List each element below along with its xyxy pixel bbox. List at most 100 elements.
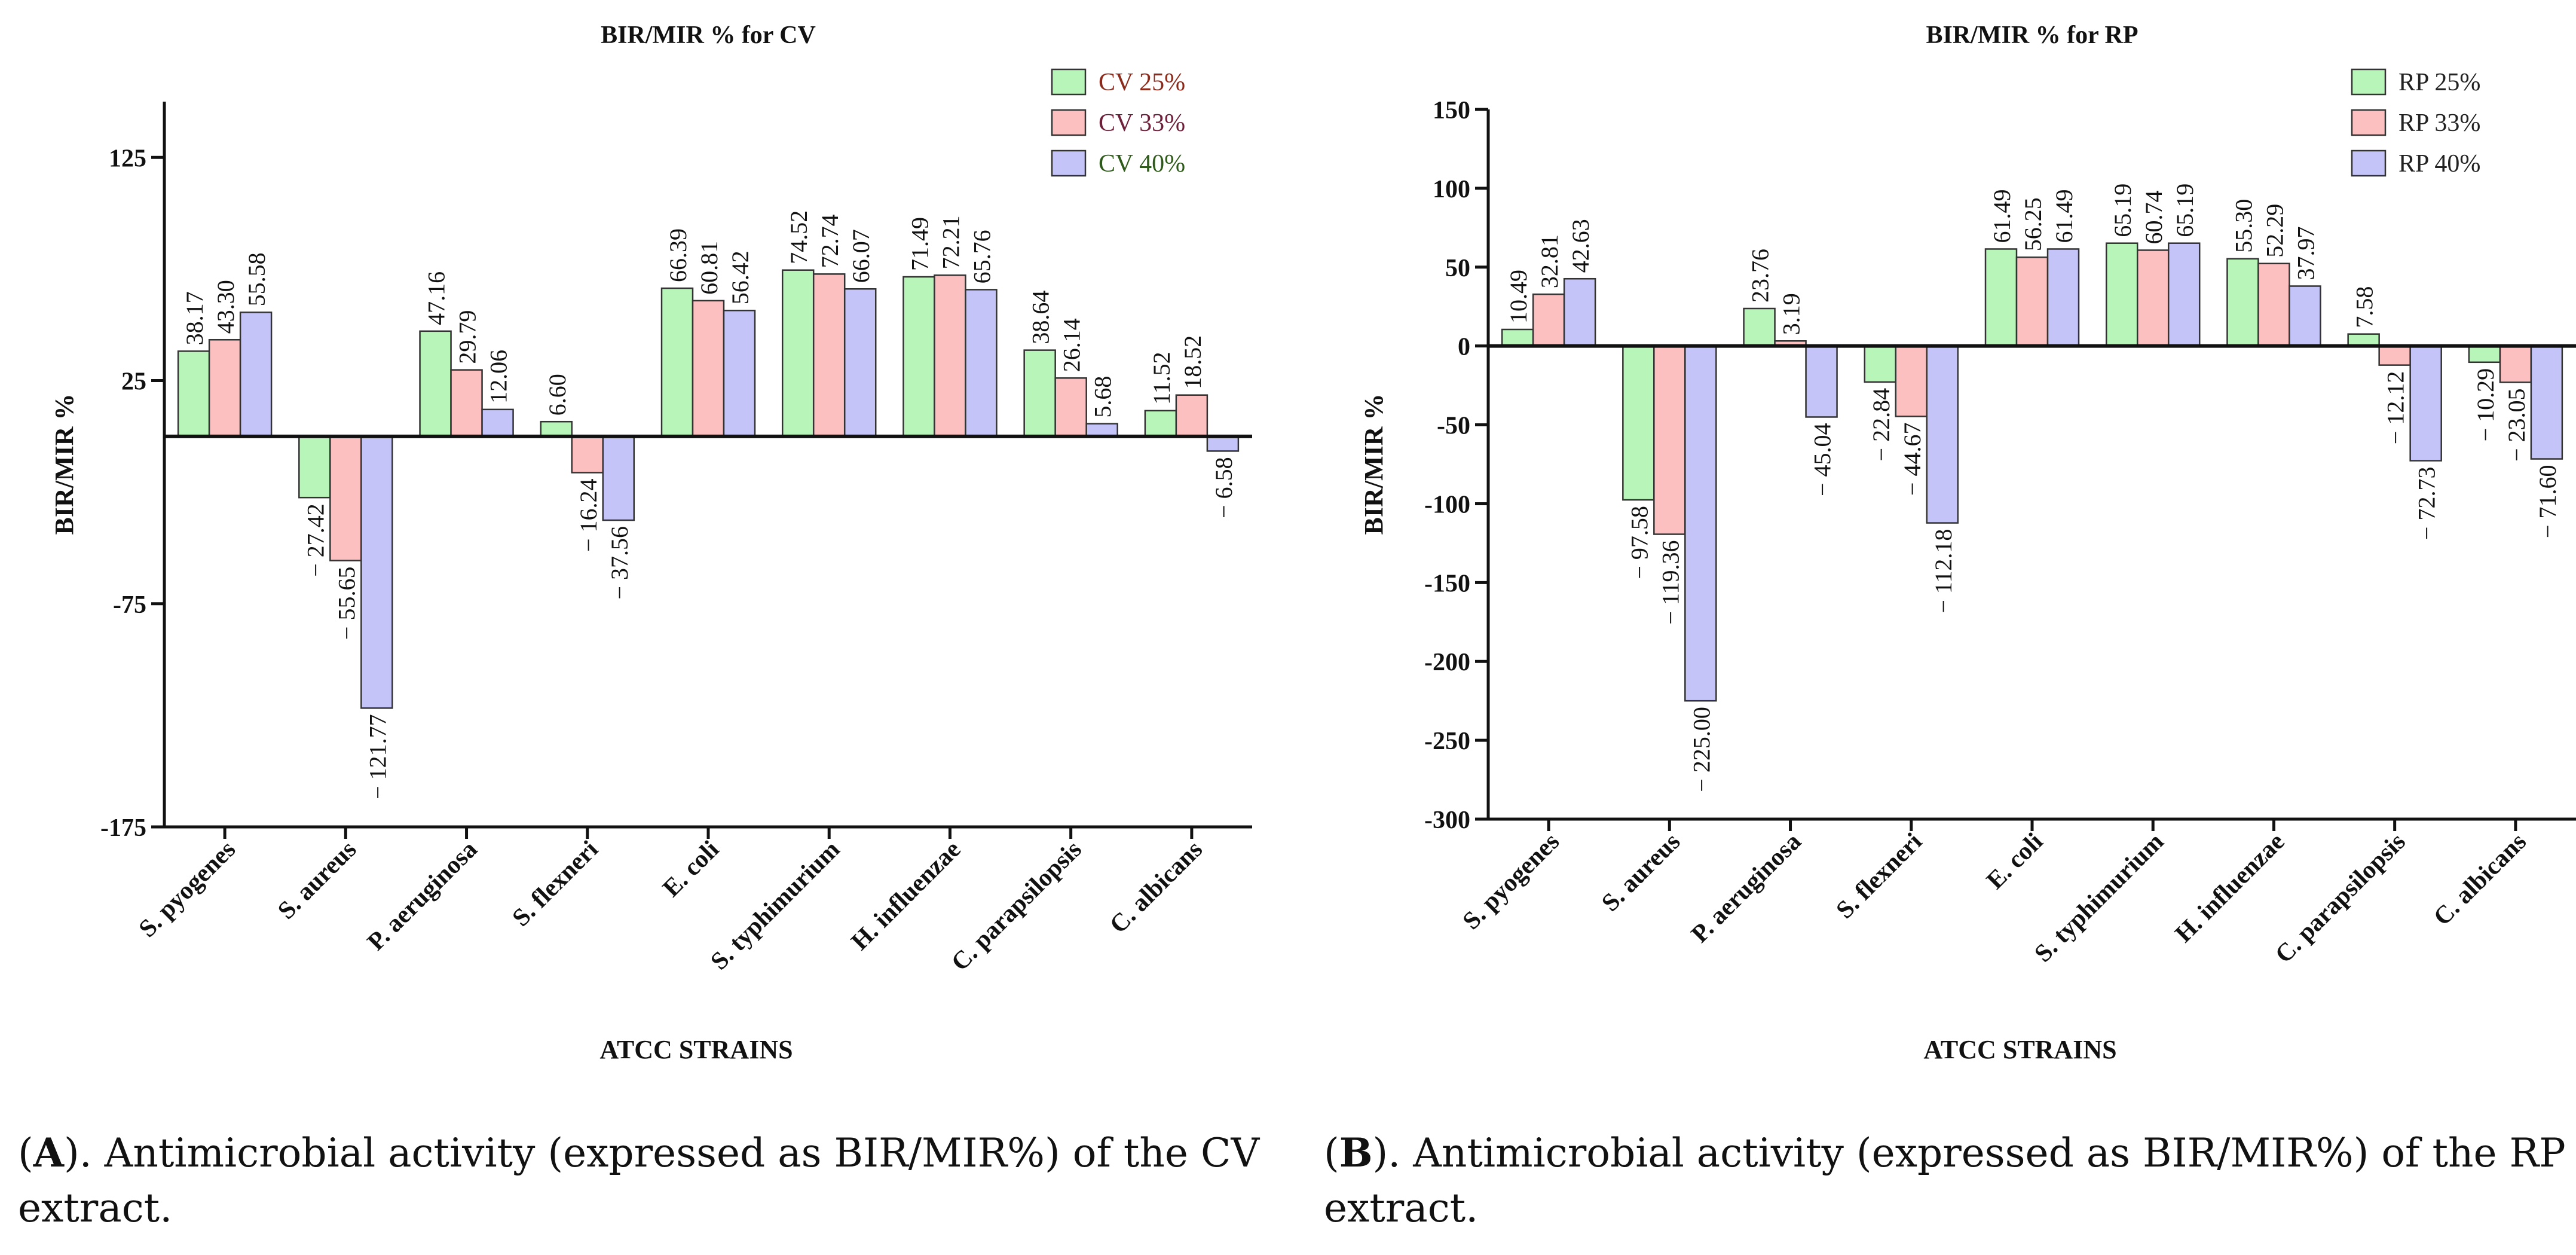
- y-tick-label: -50: [1437, 413, 1470, 440]
- data-label: 65.19: [2109, 184, 2136, 237]
- bar: [2499, 345, 2532, 383]
- data-label: − 55.65: [333, 567, 360, 640]
- bar: [2289, 285, 2321, 347]
- chart-title: BIR/MIR % for RP: [1926, 22, 2138, 49]
- x-tick-label: S. flexneri: [1831, 827, 1928, 924]
- data-label: 12.06: [485, 350, 512, 404]
- bar: [812, 273, 846, 438]
- data-label: − 71.60: [2534, 465, 2561, 539]
- data-label: − 16.24: [575, 478, 602, 552]
- x-axis-label: ATCC STRAINS: [1923, 1035, 2116, 1064]
- y-tick-label: 125: [109, 145, 146, 172]
- bar: [2167, 242, 2201, 347]
- data-label: − 27.42: [302, 503, 329, 577]
- data-label: − 119.36: [1657, 541, 1684, 625]
- x-tick-label: C. albicans: [2428, 828, 2532, 932]
- bar: [1563, 277, 1596, 347]
- bar: [419, 330, 452, 438]
- bar: [239, 312, 273, 438]
- data-label: − 12.12: [2382, 371, 2409, 445]
- data-label: 38.17: [181, 291, 208, 345]
- data-label: 23.76: [1747, 249, 1774, 303]
- bar: [571, 435, 604, 474]
- x-tick-label: P. aeruginosa: [362, 836, 482, 956]
- data-label: − 225.00: [1688, 707, 1715, 792]
- bar: [1926, 345, 1959, 524]
- y-tick-label: 50: [1445, 255, 1470, 282]
- bar: [2105, 242, 2138, 347]
- data-label: − 121.77: [364, 714, 391, 799]
- x-tick-label: S. typhimurium: [2029, 828, 2169, 968]
- bar: [1206, 435, 1240, 452]
- bar: [2530, 345, 2563, 460]
- y-tick-label: -300: [1424, 807, 1470, 834]
- data-label: − 10.29: [2472, 368, 2499, 442]
- bar: [360, 435, 393, 709]
- caption-a-text: ). Antimicrobial activity (expressed as …: [18, 1130, 1260, 1231]
- data-label: 56.25: [2020, 197, 2046, 251]
- bar: [1144, 410, 1177, 438]
- x-tick-label: S. flexneri: [507, 835, 604, 932]
- chart-rp: BIR/MIR % for RP 150 100 50 0 -50 -100 -150 -200…: [1359, 22, 2576, 1064]
- data-label: − 37.56: [606, 526, 633, 600]
- bar: [298, 435, 331, 499]
- y-tick-label: -175: [100, 814, 146, 842]
- data-label: − 45.04: [1809, 423, 1836, 496]
- bar: [2409, 345, 2442, 462]
- data-label: 29.79: [454, 310, 481, 364]
- data-label: 55.30: [2230, 199, 2257, 253]
- legend-label: CV 40%: [1099, 150, 1185, 178]
- caption-b: (B). Antimicrobial activity (expressed a…: [1324, 1129, 2566, 1231]
- bar: [1054, 377, 1087, 438]
- bar: [934, 274, 966, 438]
- y-tick-label: -100: [1424, 491, 1470, 518]
- bar: [2257, 262, 2290, 347]
- bar: [692, 300, 725, 438]
- bar: [1864, 345, 1897, 383]
- y-tick-label: -200: [1424, 649, 1470, 676]
- data-label: 38.64: [1027, 291, 1054, 344]
- y-tick-label: -75: [113, 591, 146, 619]
- caption-b-text: ). Antimicrobial activity (expressed as …: [1324, 1130, 2566, 1231]
- x-tick-label: C. parapsilopsis: [2270, 828, 2411, 969]
- bar: [2046, 248, 2080, 347]
- data-label: − 23.05: [2503, 388, 2530, 462]
- y-tick-label: 0: [1458, 334, 1470, 361]
- data-label: − 112.18: [1930, 529, 1957, 613]
- bar: [902, 276, 935, 438]
- bar: [2468, 345, 2501, 364]
- data-label: 74.52: [785, 210, 812, 264]
- x-tick-label: S. aureus: [273, 836, 362, 925]
- data-label: 72.21: [937, 215, 964, 269]
- bar: [1532, 293, 1565, 347]
- bar: [2378, 345, 2411, 366]
- data-label: 66.39: [665, 228, 692, 282]
- data-label: 7.58: [2351, 286, 2378, 328]
- bar: [1175, 394, 1209, 438]
- bar: [329, 435, 362, 561]
- caption-a: (A). Antimicrobial activity (expressed a…: [18, 1129, 1260, 1231]
- bar: [843, 288, 877, 438]
- data-label: 56.42: [727, 251, 754, 304]
- legend-label: RP 25%: [2398, 69, 2480, 96]
- bar: [481, 408, 514, 438]
- bar: [660, 287, 694, 438]
- bar: [965, 289, 998, 438]
- y-tick-label: 150: [1433, 97, 1470, 124]
- bar: [1984, 248, 2018, 347]
- x-tick-label: C. albicans: [1105, 836, 1208, 939]
- legend-label: CV 25%: [1099, 69, 1185, 96]
- y-tick-label: -250: [1424, 728, 1470, 755]
- data-label: 66.07: [848, 229, 874, 283]
- x-tick-label: S. pyogenes: [134, 836, 241, 943]
- caption-a-letter: A: [33, 1129, 64, 1176]
- data-label: 72.74: [816, 214, 843, 268]
- data-label: 61.49: [2051, 189, 2078, 243]
- data-label: 65.19: [2171, 184, 2198, 237]
- bar: [1895, 345, 1928, 417]
- x-tick-label: H. influenzae: [2170, 828, 2290, 948]
- bar: [1684, 345, 1717, 702]
- data-label: 6.60: [544, 374, 571, 416]
- y-axis-label: BIR/MIR %: [50, 394, 79, 535]
